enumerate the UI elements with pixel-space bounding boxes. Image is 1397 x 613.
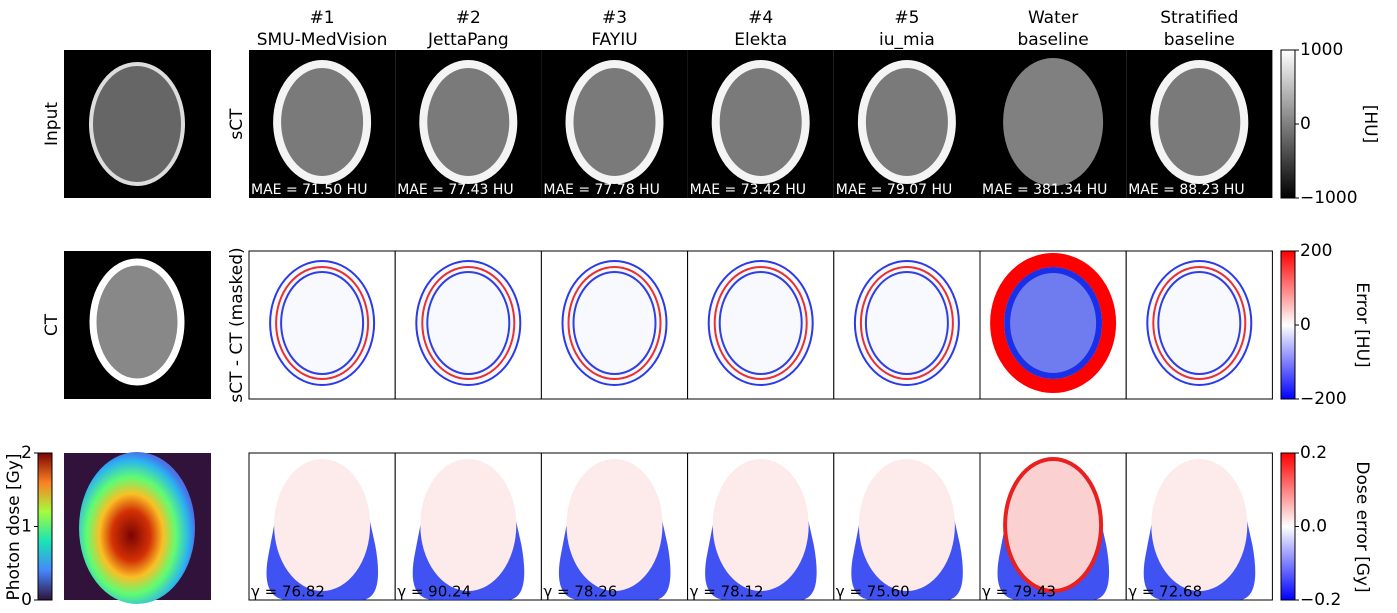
diff-ring bbox=[1147, 261, 1251, 385]
mae-label: MAE = 79.07 HU bbox=[836, 182, 952, 198]
colorbar-dose bbox=[38, 453, 52, 600]
sct-skull bbox=[716, 64, 806, 180]
diff-ring bbox=[270, 261, 374, 385]
sct-skull bbox=[1154, 64, 1244, 180]
colorbar-tick-label: 2 bbox=[21, 443, 32, 463]
colorbar-tick-label: 0 bbox=[21, 590, 32, 610]
colorbar-tick-label: 1 bbox=[21, 517, 32, 537]
colorbar-label: [HU] bbox=[1360, 105, 1380, 144]
sct-skull bbox=[1003, 58, 1103, 186]
column-rank: #5 bbox=[894, 8, 919, 28]
colorbar-tick-label: 200 bbox=[1300, 241, 1332, 261]
colorbar-tick-label: 0.2 bbox=[1300, 443, 1327, 463]
colorbar-dose-error bbox=[1281, 453, 1295, 600]
row-label: CT bbox=[42, 313, 62, 336]
colorbar-tick-label: 0 bbox=[1300, 114, 1311, 134]
colorbar-tick-label: 1000 bbox=[1300, 40, 1343, 60]
input-brain bbox=[91, 64, 183, 184]
gamma-label: γ = 79.43 bbox=[982, 583, 1056, 601]
colorbar-tick-label: −1000 bbox=[1300, 188, 1358, 208]
column-name: iu_mia bbox=[879, 30, 935, 50]
gamma-label: γ = 78.12 bbox=[690, 583, 764, 601]
column-name: FAYIU bbox=[591, 30, 637, 50]
colorbar-error bbox=[1281, 251, 1295, 399]
dose-map bbox=[79, 452, 195, 604]
gamma-label: γ = 90.24 bbox=[397, 583, 471, 601]
column-name: SMU-MedVision bbox=[257, 30, 388, 50]
diff-ring bbox=[563, 261, 667, 385]
dose-error-head bbox=[859, 459, 955, 591]
colorbar-tick-label: −200 bbox=[1300, 389, 1347, 409]
sct-skull bbox=[862, 64, 952, 180]
column-rank: Stratified bbox=[1160, 8, 1238, 28]
colorbar-tick-label: −0.2 bbox=[1300, 590, 1341, 610]
mae-label: MAE = 381.34 HU bbox=[982, 182, 1107, 198]
gamma-label: γ = 72.68 bbox=[1128, 583, 1202, 601]
diff-ring bbox=[416, 261, 520, 385]
colorbar-label: Dose error [Gy] bbox=[1352, 461, 1372, 592]
gamma-label: γ = 78.26 bbox=[543, 583, 617, 601]
column-name: baseline bbox=[1017, 30, 1088, 50]
column-rank: #1 bbox=[310, 8, 335, 28]
ct-skull bbox=[93, 262, 181, 382]
diff-ring bbox=[855, 261, 959, 385]
diff-inner bbox=[1007, 270, 1099, 376]
dose-error-head bbox=[1151, 459, 1247, 591]
gamma-label: γ = 75.60 bbox=[836, 583, 910, 601]
mae-label: MAE = 71.50 HU bbox=[251, 182, 367, 198]
column-rank: #3 bbox=[602, 8, 627, 28]
colorbar-hu bbox=[1281, 50, 1295, 198]
dose-error-head bbox=[713, 459, 809, 591]
gamma-label: γ = 76.82 bbox=[251, 583, 325, 601]
dose-error-head bbox=[1005, 459, 1101, 591]
page: Input CT Photon dose [Gy] sCT sCT - CT (… bbox=[0, 0, 1397, 613]
row-label: sCT bbox=[227, 108, 247, 140]
row-label: sCT - CT (masked) bbox=[227, 247, 247, 402]
mae-label: MAE = 88.23 HU bbox=[1128, 182, 1244, 198]
colorbar-tick-label: 0.0 bbox=[1300, 517, 1327, 537]
figure: Input CT Photon dose [Gy] sCT sCT - CT (… bbox=[0, 0, 1397, 613]
colorbar-tick-label: 0 bbox=[1300, 315, 1311, 335]
column-name: baseline bbox=[1164, 30, 1235, 50]
column-rank: Water bbox=[1028, 8, 1078, 28]
mae-label: MAE = 77.43 HU bbox=[397, 182, 513, 198]
column-rank: #4 bbox=[748, 8, 773, 28]
column-name: JettaPang bbox=[427, 30, 509, 50]
colorbar-label: Error [HU] bbox=[1352, 282, 1372, 367]
mae-label: MAE = 77.78 HU bbox=[543, 182, 659, 198]
mae-label: MAE = 73.42 HU bbox=[690, 182, 806, 198]
column-rank: #2 bbox=[456, 8, 481, 28]
sct-skull bbox=[570, 64, 660, 180]
column-name: Elekta bbox=[734, 30, 787, 50]
dose-error-head bbox=[274, 459, 370, 591]
row-label: Input bbox=[42, 102, 62, 146]
sct-skull bbox=[277, 64, 367, 180]
dose-error-head bbox=[567, 459, 663, 591]
dose-error-head bbox=[420, 459, 516, 591]
diff-ring bbox=[709, 261, 813, 385]
sct-skull bbox=[423, 64, 513, 180]
